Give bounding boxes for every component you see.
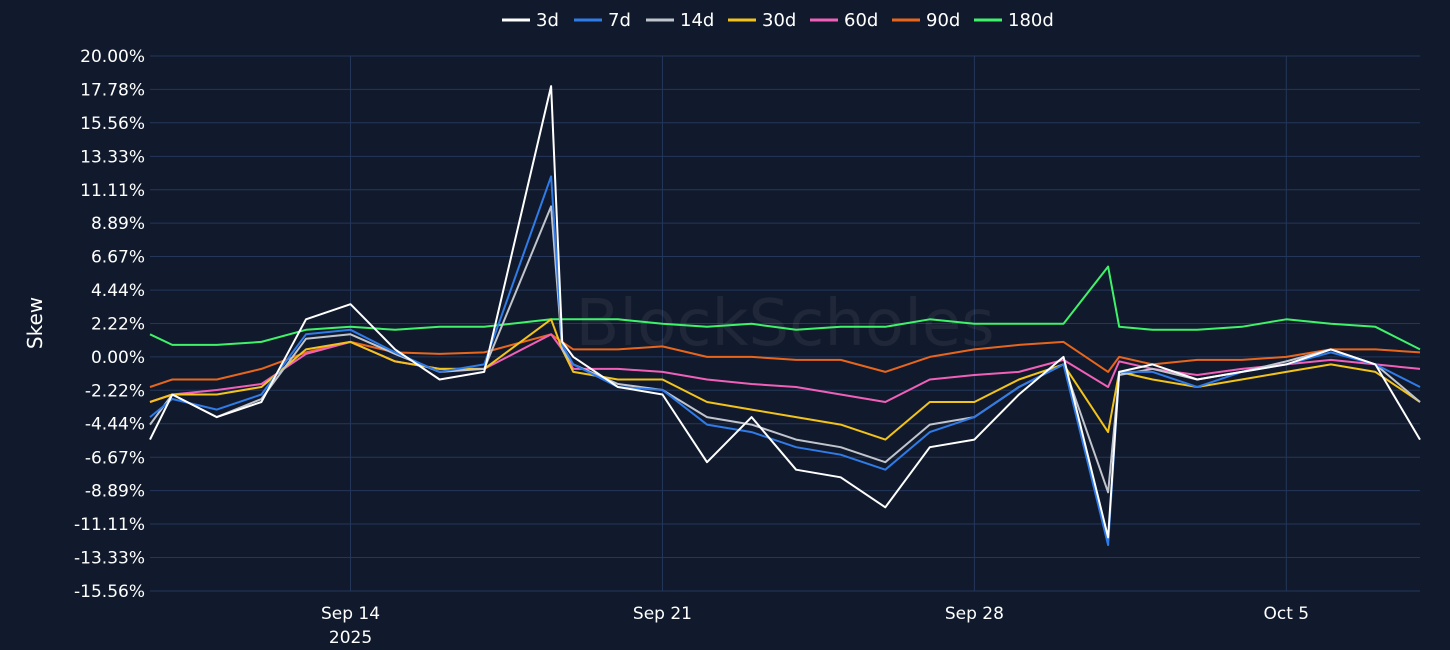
legend-label: 7d bbox=[608, 10, 631, 31]
legend: 3d 7d 14d 30d 60d 90d 180d bbox=[502, 10, 1054, 31]
y-tick-label: 8.89% bbox=[91, 214, 145, 234]
y-tick-label: 0.00% bbox=[91, 348, 145, 368]
watermark-text: BlockScholes bbox=[575, 287, 994, 361]
y-tick-label: -15.56% bbox=[74, 582, 145, 602]
y-tick-label: -13.33% bbox=[74, 548, 145, 568]
legend-item-3d[interactable]: 3d bbox=[502, 10, 559, 31]
legend-item-90d[interactable]: 90d bbox=[892, 10, 960, 31]
y-tick-label: 2.22% bbox=[91, 315, 145, 335]
series-lines bbox=[149, 85, 1421, 546]
legend-item-7d[interactable]: 7d bbox=[574, 10, 631, 31]
legend-item-60d[interactable]: 60d bbox=[810, 10, 878, 31]
x-tick-year-label: 2025 bbox=[329, 628, 372, 648]
y-tick-label: -2.22% bbox=[85, 381, 145, 401]
y-tick-label: -8.89% bbox=[85, 482, 145, 502]
y-tick-label: 6.67% bbox=[91, 248, 145, 268]
series-line-3d bbox=[149, 85, 1421, 539]
y-tick-label: -4.44% bbox=[85, 415, 145, 435]
x-tick-label: Sep 21 bbox=[633, 604, 692, 624]
series-line-90d bbox=[149, 333, 1421, 388]
y-tick-label: 15.56% bbox=[80, 114, 145, 134]
y-tick-label: 20.00% bbox=[80, 47, 145, 67]
legend-label: 30d bbox=[762, 10, 796, 31]
legend-item-14d[interactable]: 14d bbox=[646, 10, 714, 31]
legend-label: 60d bbox=[844, 10, 878, 31]
x-tick-label: Oct 5 bbox=[1264, 604, 1310, 624]
legend-item-180d[interactable]: 180d bbox=[974, 10, 1054, 31]
y-tick-label: 13.33% bbox=[80, 147, 145, 167]
x-tick-label: Sep 14 bbox=[321, 604, 380, 624]
y-axis-title: Skew bbox=[23, 297, 47, 349]
legend-label: 180d bbox=[1008, 10, 1054, 31]
y-tick-label: 4.44% bbox=[91, 281, 145, 301]
y-tick-label: -11.11% bbox=[74, 515, 145, 535]
y-tick-label: 11.11% bbox=[80, 181, 145, 201]
y-tick-label: -6.67% bbox=[85, 448, 145, 468]
legend-label: 3d bbox=[536, 10, 559, 31]
y-axis-ticks: 20.00% 17.78% 15.56% 13.33% 11.11% 8.89% 6.67%… bbox=[74, 47, 145, 602]
legend-label: 90d bbox=[926, 10, 960, 31]
legend-item-30d[interactable]: 30d bbox=[728, 10, 796, 31]
series-line-7d bbox=[149, 175, 1421, 546]
legend-label: 14d bbox=[680, 10, 714, 31]
x-tick-label: Sep 28 bbox=[945, 604, 1004, 624]
y-tick-label: 17.78% bbox=[80, 80, 145, 100]
series-line-30d bbox=[149, 318, 1421, 441]
series-line-180d bbox=[149, 265, 1421, 351]
x-axis-ticks: Sep 14 2025 Sep 21 Sep 28 Oct 5 bbox=[321, 604, 1309, 648]
